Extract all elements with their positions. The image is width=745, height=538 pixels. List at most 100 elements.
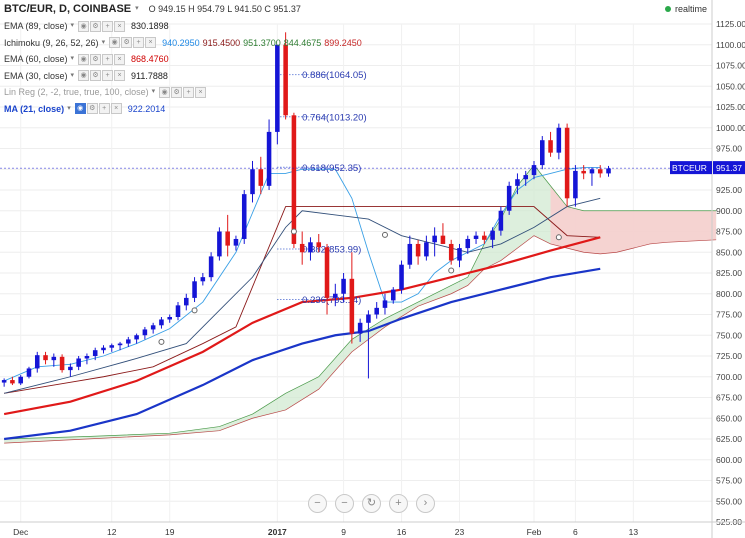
close-icon[interactable]: × xyxy=(114,20,126,32)
candle-body xyxy=(299,243,305,253)
more-icon[interactable]: + xyxy=(183,86,195,98)
scroll-right-button[interactable]: › xyxy=(416,494,435,513)
candle-body xyxy=(333,293,338,298)
candle-body xyxy=(291,115,297,244)
indicator-row[interactable]: MA (21, close) ▾ ◉ ⚙ + × 922.2014 xyxy=(4,101,365,118)
more-icon[interactable]: + xyxy=(102,53,114,65)
y-tick-label: 650.00 xyxy=(716,413,742,423)
candle-body xyxy=(283,44,288,116)
candle-body xyxy=(556,127,562,153)
settings-icon[interactable]: ⚙ xyxy=(171,86,183,98)
indicator-value: 899.2450 xyxy=(324,37,362,48)
settings-icon[interactable]: ⚙ xyxy=(90,70,102,82)
candle-body xyxy=(531,165,537,176)
chevron-down-icon[interactable]: ▾ xyxy=(67,104,71,112)
close-icon[interactable]: × xyxy=(195,86,207,98)
fib-label: 0.618(952.35) xyxy=(302,163,361,174)
settings-icon[interactable]: ⚙ xyxy=(86,103,98,115)
scroll-left-button[interactable]: − xyxy=(335,494,354,513)
zoom-out-button[interactable]: − xyxy=(308,494,327,513)
candle-body xyxy=(540,140,545,166)
settings-icon[interactable]: ⚙ xyxy=(90,20,102,32)
candle-body xyxy=(548,140,553,153)
candle-body xyxy=(134,335,139,340)
x-tick-label: Dec xyxy=(13,527,29,537)
indicator-value: 915.4500 xyxy=(202,37,241,48)
more-icon[interactable]: + xyxy=(102,20,114,32)
candle-body xyxy=(126,339,131,344)
candle-body xyxy=(167,316,172,320)
settings-icon[interactable]: ⚙ xyxy=(90,53,102,65)
indicator-controls: ◉ ⚙ + × xyxy=(109,37,157,49)
eye-icon[interactable]: ◉ xyxy=(159,86,171,98)
indicator-value: 922.2014 xyxy=(127,103,166,114)
eye-icon[interactable]: ◉ xyxy=(78,70,90,82)
candle-body xyxy=(68,366,73,371)
candle-body xyxy=(225,231,230,246)
candle-body xyxy=(184,297,189,306)
candle-body xyxy=(51,356,57,361)
candle-body xyxy=(341,278,346,294)
zoom-in-button[interactable]: + xyxy=(389,494,408,513)
y-tick-label: 1000.00 xyxy=(716,123,745,133)
eye-icon[interactable]: ◉ xyxy=(78,53,90,65)
line-marker xyxy=(448,267,455,274)
series-line-1 xyxy=(3,167,601,382)
candle-body xyxy=(424,242,429,257)
candle-body xyxy=(498,210,504,231)
chevron-down-icon[interactable]: ▾ xyxy=(70,55,75,63)
series-line-2 xyxy=(4,197,601,394)
x-tick-label: 12 xyxy=(107,527,117,537)
indicator-row[interactable]: Ichimoku (9, 26, 52, 26) ▾ ◉ ⚙ + × 940.2950 915… xyxy=(4,35,365,52)
candle-body xyxy=(523,175,528,180)
x-tick-label: 23 xyxy=(455,527,465,537)
more-icon[interactable]: + xyxy=(98,103,110,115)
y-tick-label: 1100.00 xyxy=(716,40,745,50)
candle-body xyxy=(192,281,197,298)
chevron-down-icon[interactable]: ▾ xyxy=(151,88,156,96)
indicator-controls: ◉ ⚙ + × xyxy=(78,20,126,32)
indicator-row[interactable]: EMA (89, close) ▾ ◉ ⚙ + × 830.1898 xyxy=(4,18,365,35)
candle-body xyxy=(241,194,247,239)
chevron-down-icon[interactable]: ▾ xyxy=(70,71,75,79)
chevron-down-icon[interactable]: ▾ xyxy=(70,22,75,30)
eye-icon[interactable]: ◉ xyxy=(74,103,86,115)
indicator-row[interactable]: EMA (30, close) ▾ ◉ ⚙ + × 911.7888 xyxy=(4,68,365,85)
series-line-0 xyxy=(4,206,601,394)
more-icon[interactable]: + xyxy=(102,70,114,82)
candle-body xyxy=(275,44,280,132)
indicator-row[interactable]: EMA (60, close) ▾ ◉ ⚙ + × 868.4760 xyxy=(4,51,365,68)
line-marker xyxy=(555,234,562,241)
candle-body xyxy=(440,235,446,244)
indicator-value: 940.2950 xyxy=(162,37,200,48)
time-axis: Dec 12 19 2017 9 16 23 Feb 6 13 xyxy=(0,521,745,537)
settings-icon[interactable]: ⚙ xyxy=(121,37,133,49)
indicator-row[interactable]: Lin Reg (2, -2, true, true, 100, close) ▾… xyxy=(4,84,365,101)
candle-body xyxy=(366,314,371,323)
candle-body xyxy=(250,169,255,195)
line-marker xyxy=(381,231,388,238)
line-marker xyxy=(191,307,198,314)
close-icon[interactable]: × xyxy=(145,37,157,49)
indicator-controls: ◉ ⚙ + × xyxy=(78,53,126,65)
candle-body xyxy=(10,380,15,384)
x-tick-label: 13 xyxy=(629,527,639,537)
candle-body xyxy=(43,355,48,361)
candle-body xyxy=(399,264,404,290)
realtime-indicator: realtime xyxy=(664,4,707,14)
chevron-down-icon[interactable]: ▾ xyxy=(101,38,106,46)
reset-chart-button[interactable]: ↻ xyxy=(362,494,381,513)
more-icon[interactable]: + xyxy=(133,37,145,49)
close-icon[interactable]: × xyxy=(114,70,126,82)
eye-icon[interactable]: ◉ xyxy=(109,37,121,49)
y-tick-label: 775.00 xyxy=(716,310,742,320)
close-icon[interactable]: × xyxy=(110,103,122,115)
cloud-fill xyxy=(4,165,717,444)
close-icon[interactable]: × xyxy=(114,53,126,65)
candle-body xyxy=(432,235,437,243)
eye-icon[interactable]: ◉ xyxy=(78,20,90,32)
chevron-down-icon[interactable]: ▾ xyxy=(135,5,139,12)
symbol-label[interactable]: BTC/EUR, D, COINBASE xyxy=(4,3,132,15)
